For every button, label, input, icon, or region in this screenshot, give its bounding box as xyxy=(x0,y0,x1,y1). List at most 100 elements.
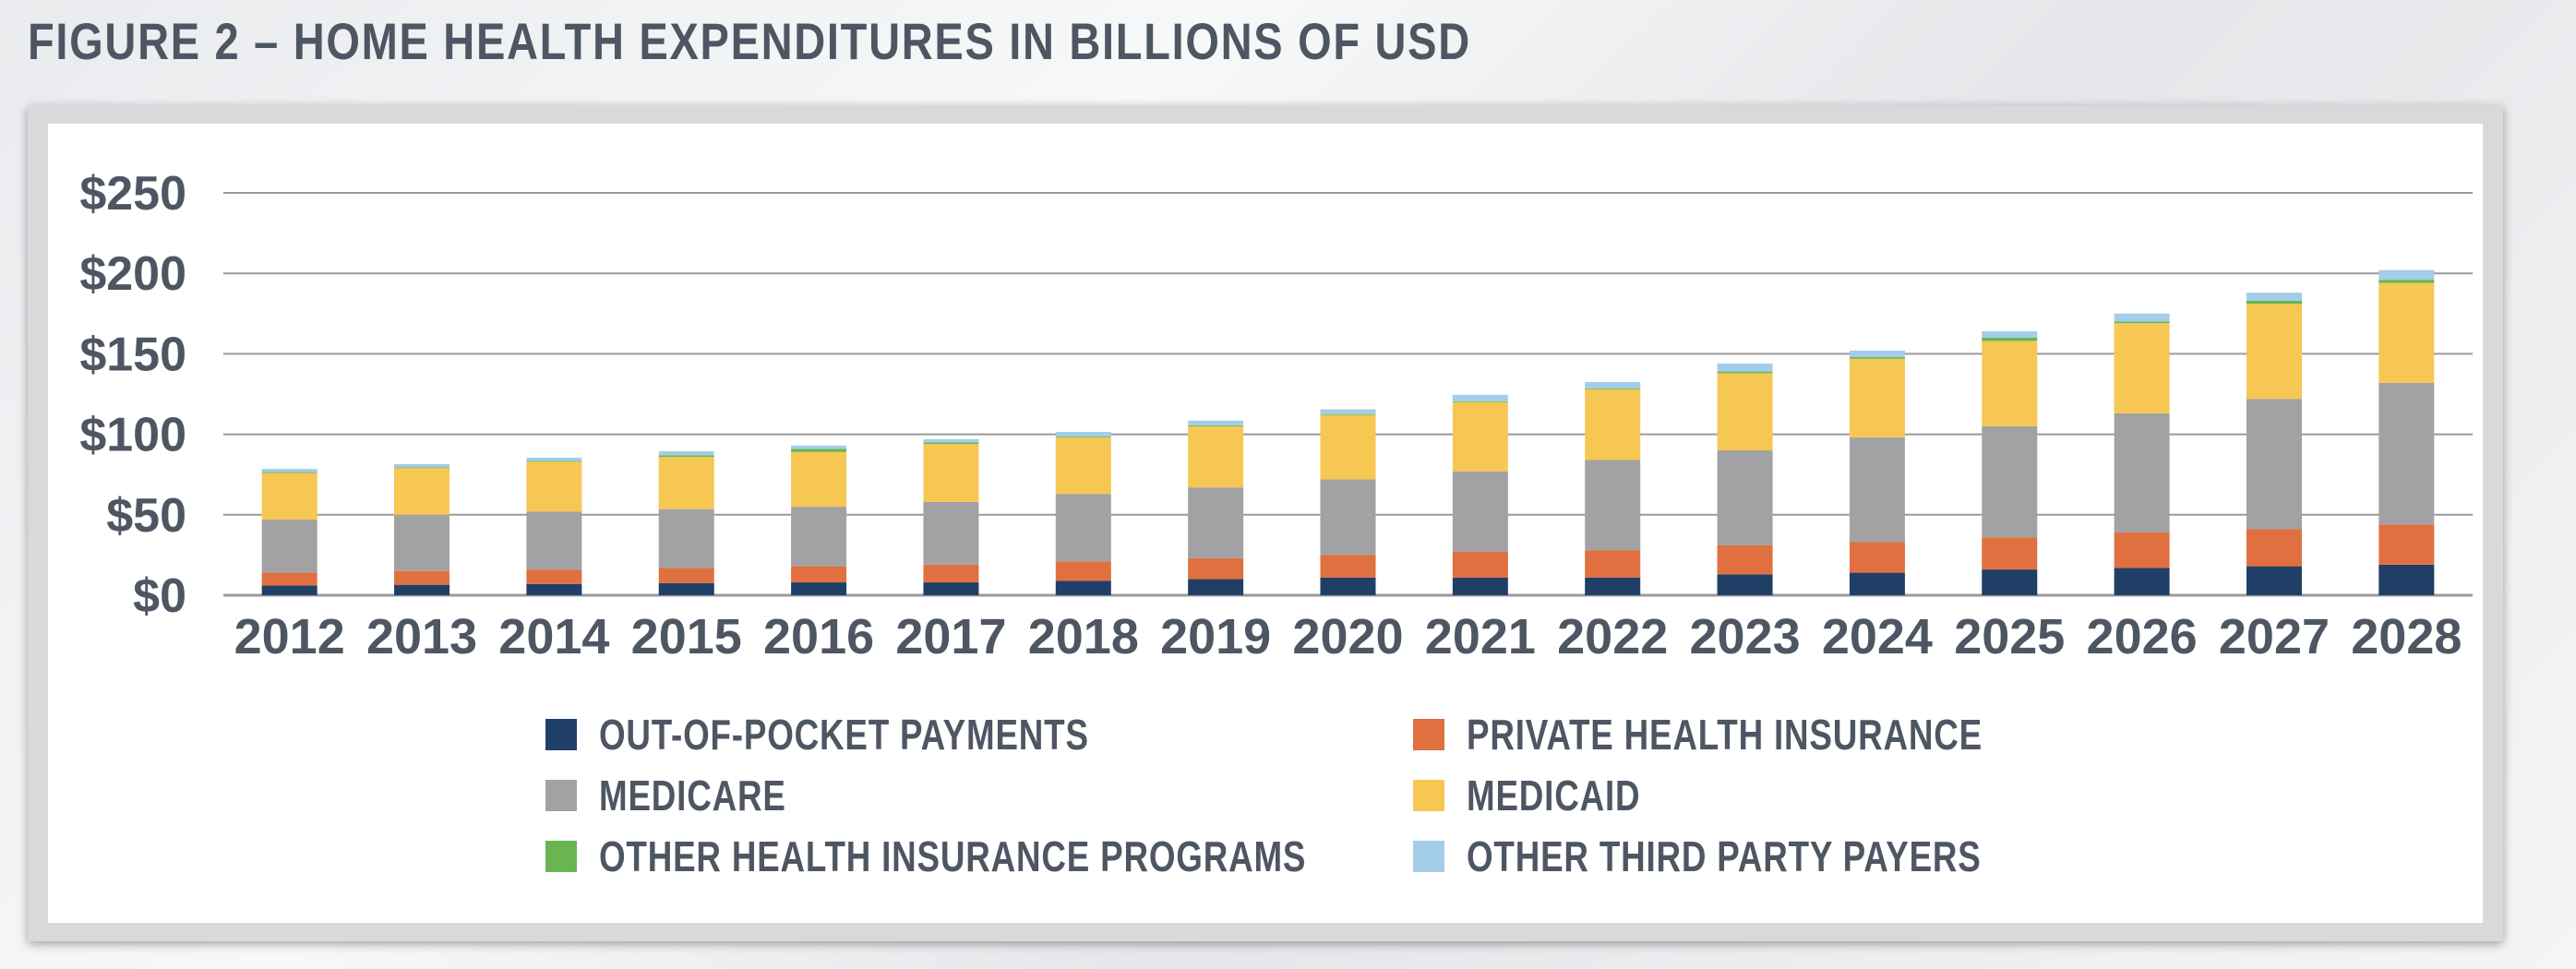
bar-segment xyxy=(394,514,450,571)
legend-label: MEDICARE xyxy=(599,772,786,819)
y-tick-label: $100 xyxy=(79,409,186,462)
bar-segment xyxy=(1320,577,1376,595)
bar-segment xyxy=(1320,555,1376,578)
bar-segment xyxy=(2378,524,2435,565)
bar-segment xyxy=(1188,487,1244,558)
bar-segment xyxy=(791,582,847,595)
bar-segment xyxy=(791,451,847,508)
bar-segment xyxy=(1982,341,2038,426)
bar-segment xyxy=(2246,399,2302,530)
bar-segment xyxy=(526,583,582,595)
bar-segment xyxy=(1982,569,2038,595)
legend-swatch xyxy=(545,780,577,811)
legend-label: PRIVATE HEALTH INSURANCE xyxy=(1467,711,1983,759)
bar-segment xyxy=(1452,551,1508,578)
legend-label: OUT-OF-POCKET PAYMENTS xyxy=(599,711,1089,759)
legend-swatch xyxy=(545,719,577,750)
bar-segment xyxy=(1188,425,1244,488)
bar-segment xyxy=(261,520,318,573)
legend-item: MEDICARE xyxy=(545,772,1413,819)
bar-segment xyxy=(658,508,714,568)
bar-segment xyxy=(1452,577,1508,595)
bar-segment xyxy=(2114,313,2170,322)
bar-segment xyxy=(394,584,450,595)
stacked-bar-chart: $0 $50 $100 $150 $200 $250 2012 2013 2014 2015 201… xyxy=(79,167,2473,664)
bar-segment xyxy=(923,438,979,443)
bar-segment xyxy=(1849,358,1905,438)
bar-segment xyxy=(658,568,714,583)
y-tick-label: $50 xyxy=(106,489,186,543)
bar-segment xyxy=(1717,544,1773,575)
bar-segment xyxy=(791,445,847,449)
bar-segment xyxy=(1320,414,1376,480)
chart-panel: $0 $50 $100 $150 $200 $250 2012 2013 2014 2015 201… xyxy=(28,105,2503,941)
y-tick-label: $150 xyxy=(79,328,186,381)
bar-segment xyxy=(1055,494,1111,562)
bar-segment xyxy=(2114,532,2170,568)
bar-segment xyxy=(394,570,450,585)
bar-segment xyxy=(2246,529,2302,567)
bar-segment xyxy=(1055,431,1111,437)
bar-segment xyxy=(1849,542,1905,573)
x-tick-label: 2023 xyxy=(1689,609,1800,664)
bar-segment xyxy=(394,468,450,515)
bar-segment xyxy=(2378,282,2435,383)
x-tick-label: 2012 xyxy=(234,609,345,664)
bar-segment xyxy=(1452,471,1508,552)
bar-segment xyxy=(1585,389,1641,461)
bar-segment xyxy=(2378,382,2435,525)
bar-segment xyxy=(1188,425,1244,426)
legend-swatch xyxy=(1413,719,1444,750)
bar-segment xyxy=(1717,450,1773,545)
bar-segment xyxy=(1849,350,1905,357)
bar-segment xyxy=(526,461,582,512)
bar-segment xyxy=(1585,550,1641,578)
bar-segment xyxy=(791,449,847,452)
bar-segment xyxy=(1055,561,1111,581)
bar-segment xyxy=(526,457,582,461)
y-tick-label: $200 xyxy=(79,247,186,301)
bar-segment xyxy=(1982,330,2038,338)
bar-segment xyxy=(658,450,714,456)
bar-segment xyxy=(923,582,979,595)
legend-item: OTHER THIRD PARTY PAYERS xyxy=(1413,832,2115,880)
bar-segment xyxy=(2246,293,2302,301)
x-tick-label: 2028 xyxy=(2351,609,2462,664)
bar-segment xyxy=(2114,321,2170,324)
x-tick-label: 2015 xyxy=(631,609,742,664)
legend-label: OTHER THIRD PARTY PAYERS xyxy=(1467,832,1982,880)
bar-segment xyxy=(1982,337,2038,341)
bar-segment xyxy=(1188,557,1244,580)
x-tick-label: 2025 xyxy=(1954,609,2065,664)
y-tick-label: $250 xyxy=(79,167,186,221)
bar-segment xyxy=(2114,323,2170,413)
x-tick-label: 2024 xyxy=(1822,609,1933,664)
x-tick-label: 2022 xyxy=(1557,609,1668,664)
bar-segment xyxy=(1982,425,2038,538)
x-tick-label: 2020 xyxy=(1292,609,1403,664)
x-tick-label: 2017 xyxy=(895,609,1006,664)
bar-segment xyxy=(1452,401,1508,472)
bar-segment xyxy=(1849,356,1905,359)
legend-item: PRIVATE HEALTH INSURANCE xyxy=(1413,711,2115,759)
bar-segment xyxy=(261,473,318,520)
bar-segment xyxy=(2378,269,2435,281)
bar-segment xyxy=(923,442,979,445)
y-tick-label: $0 xyxy=(133,569,186,623)
x-tick-label: 2027 xyxy=(2219,609,2330,664)
bar-segment xyxy=(1320,409,1376,414)
bar-segment xyxy=(394,467,450,469)
bar-segment xyxy=(923,444,979,502)
legend: OUT-OF-POCKET PAYMENTS PRIVATE HEALTH INS… xyxy=(545,711,2115,880)
legend-item: OTHER HEALTH INSURANCE PROGRAMS xyxy=(545,832,1413,880)
legend-item: MEDICAID xyxy=(1413,772,2115,819)
bar-segment xyxy=(2246,566,2302,595)
bar-segment xyxy=(394,463,450,468)
bar-segment xyxy=(791,507,847,567)
bar-segment xyxy=(1320,479,1376,556)
bar-segment xyxy=(2378,564,2435,595)
legend-swatch xyxy=(1413,780,1444,811)
bar-segment xyxy=(1055,580,1111,595)
x-tick-label: 2026 xyxy=(2087,609,2198,664)
x-tick-label: 2021 xyxy=(1425,609,1536,664)
